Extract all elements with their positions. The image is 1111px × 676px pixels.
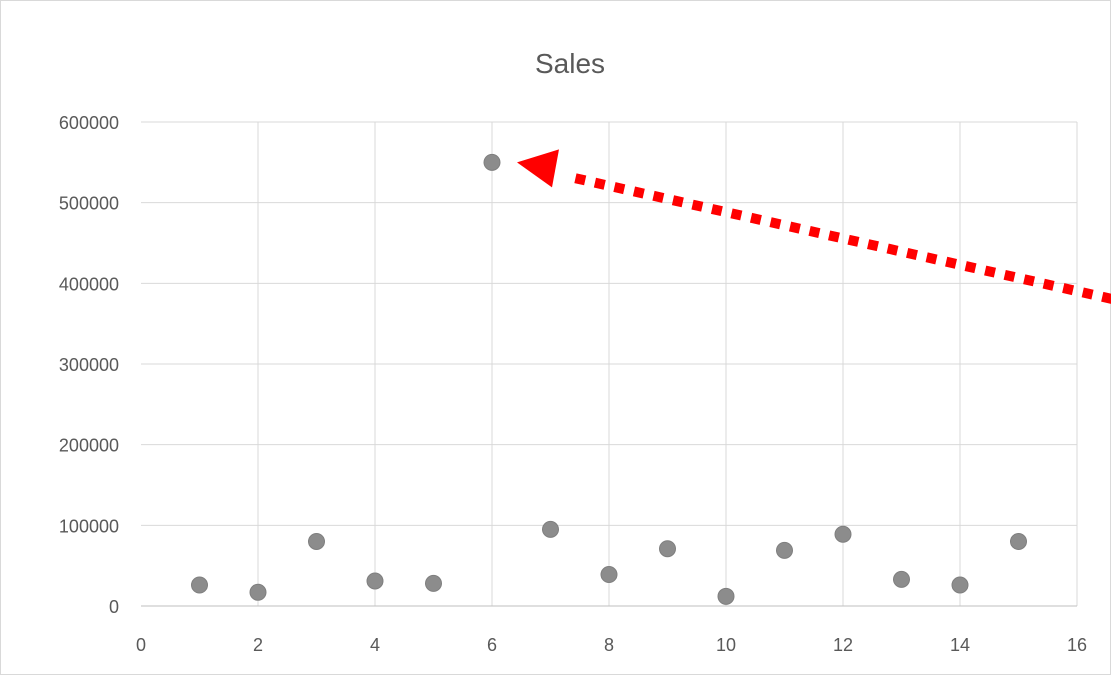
grid-lines	[141, 121, 1078, 606]
sales-point	[542, 520, 559, 538]
y-tick-label: 600000	[59, 113, 119, 133]
x-tick-label: 8	[604, 635, 614, 655]
x-tick-label: 14	[950, 635, 970, 655]
chart-title: Sales	[535, 48, 605, 79]
annotation-arrow-line	[565, 171, 1111, 304]
x-tick-label: 6	[487, 635, 497, 655]
x-axis-tick-labels: 0 2 4 6 8 10 12 14 16	[136, 635, 1087, 655]
x-tick-label: 16	[1067, 635, 1087, 655]
y-tick-label: 300000	[59, 355, 119, 375]
y-tick-label: 500000	[59, 194, 119, 214]
sales-point	[893, 570, 910, 588]
y-tick-label: 0	[109, 597, 119, 617]
y-tick-label: 400000	[59, 274, 119, 294]
sales-point	[191, 576, 208, 594]
sales-series	[191, 153, 1027, 605]
sales-point	[600, 566, 618, 584]
y-axis-tick-labels: 0 100000 200000 300000 400000 500000 600000	[59, 113, 119, 617]
sales-point	[308, 532, 325, 550]
x-tick-label: 4	[370, 635, 380, 655]
x-tick-label: 10	[716, 635, 736, 655]
sales-point	[249, 583, 267, 601]
x-tick-label: 12	[833, 635, 853, 655]
y-tick-label: 200000	[59, 436, 119, 456]
annotation-layer	[517, 149, 1111, 304]
sales-point	[776, 541, 793, 559]
annotation-arrow-head	[517, 149, 559, 188]
sales-point	[659, 540, 676, 558]
sales-point	[425, 574, 442, 592]
sales-point	[951, 576, 969, 594]
y-tick-label: 100000	[59, 516, 119, 536]
x-tick-label: 2	[253, 635, 263, 655]
x-tick-label: 0	[136, 635, 146, 655]
sales-point	[483, 153, 501, 171]
sales-point	[1010, 532, 1027, 550]
sales-point	[717, 587, 735, 605]
sales-point	[366, 572, 384, 590]
sales-point	[834, 525, 852, 543]
